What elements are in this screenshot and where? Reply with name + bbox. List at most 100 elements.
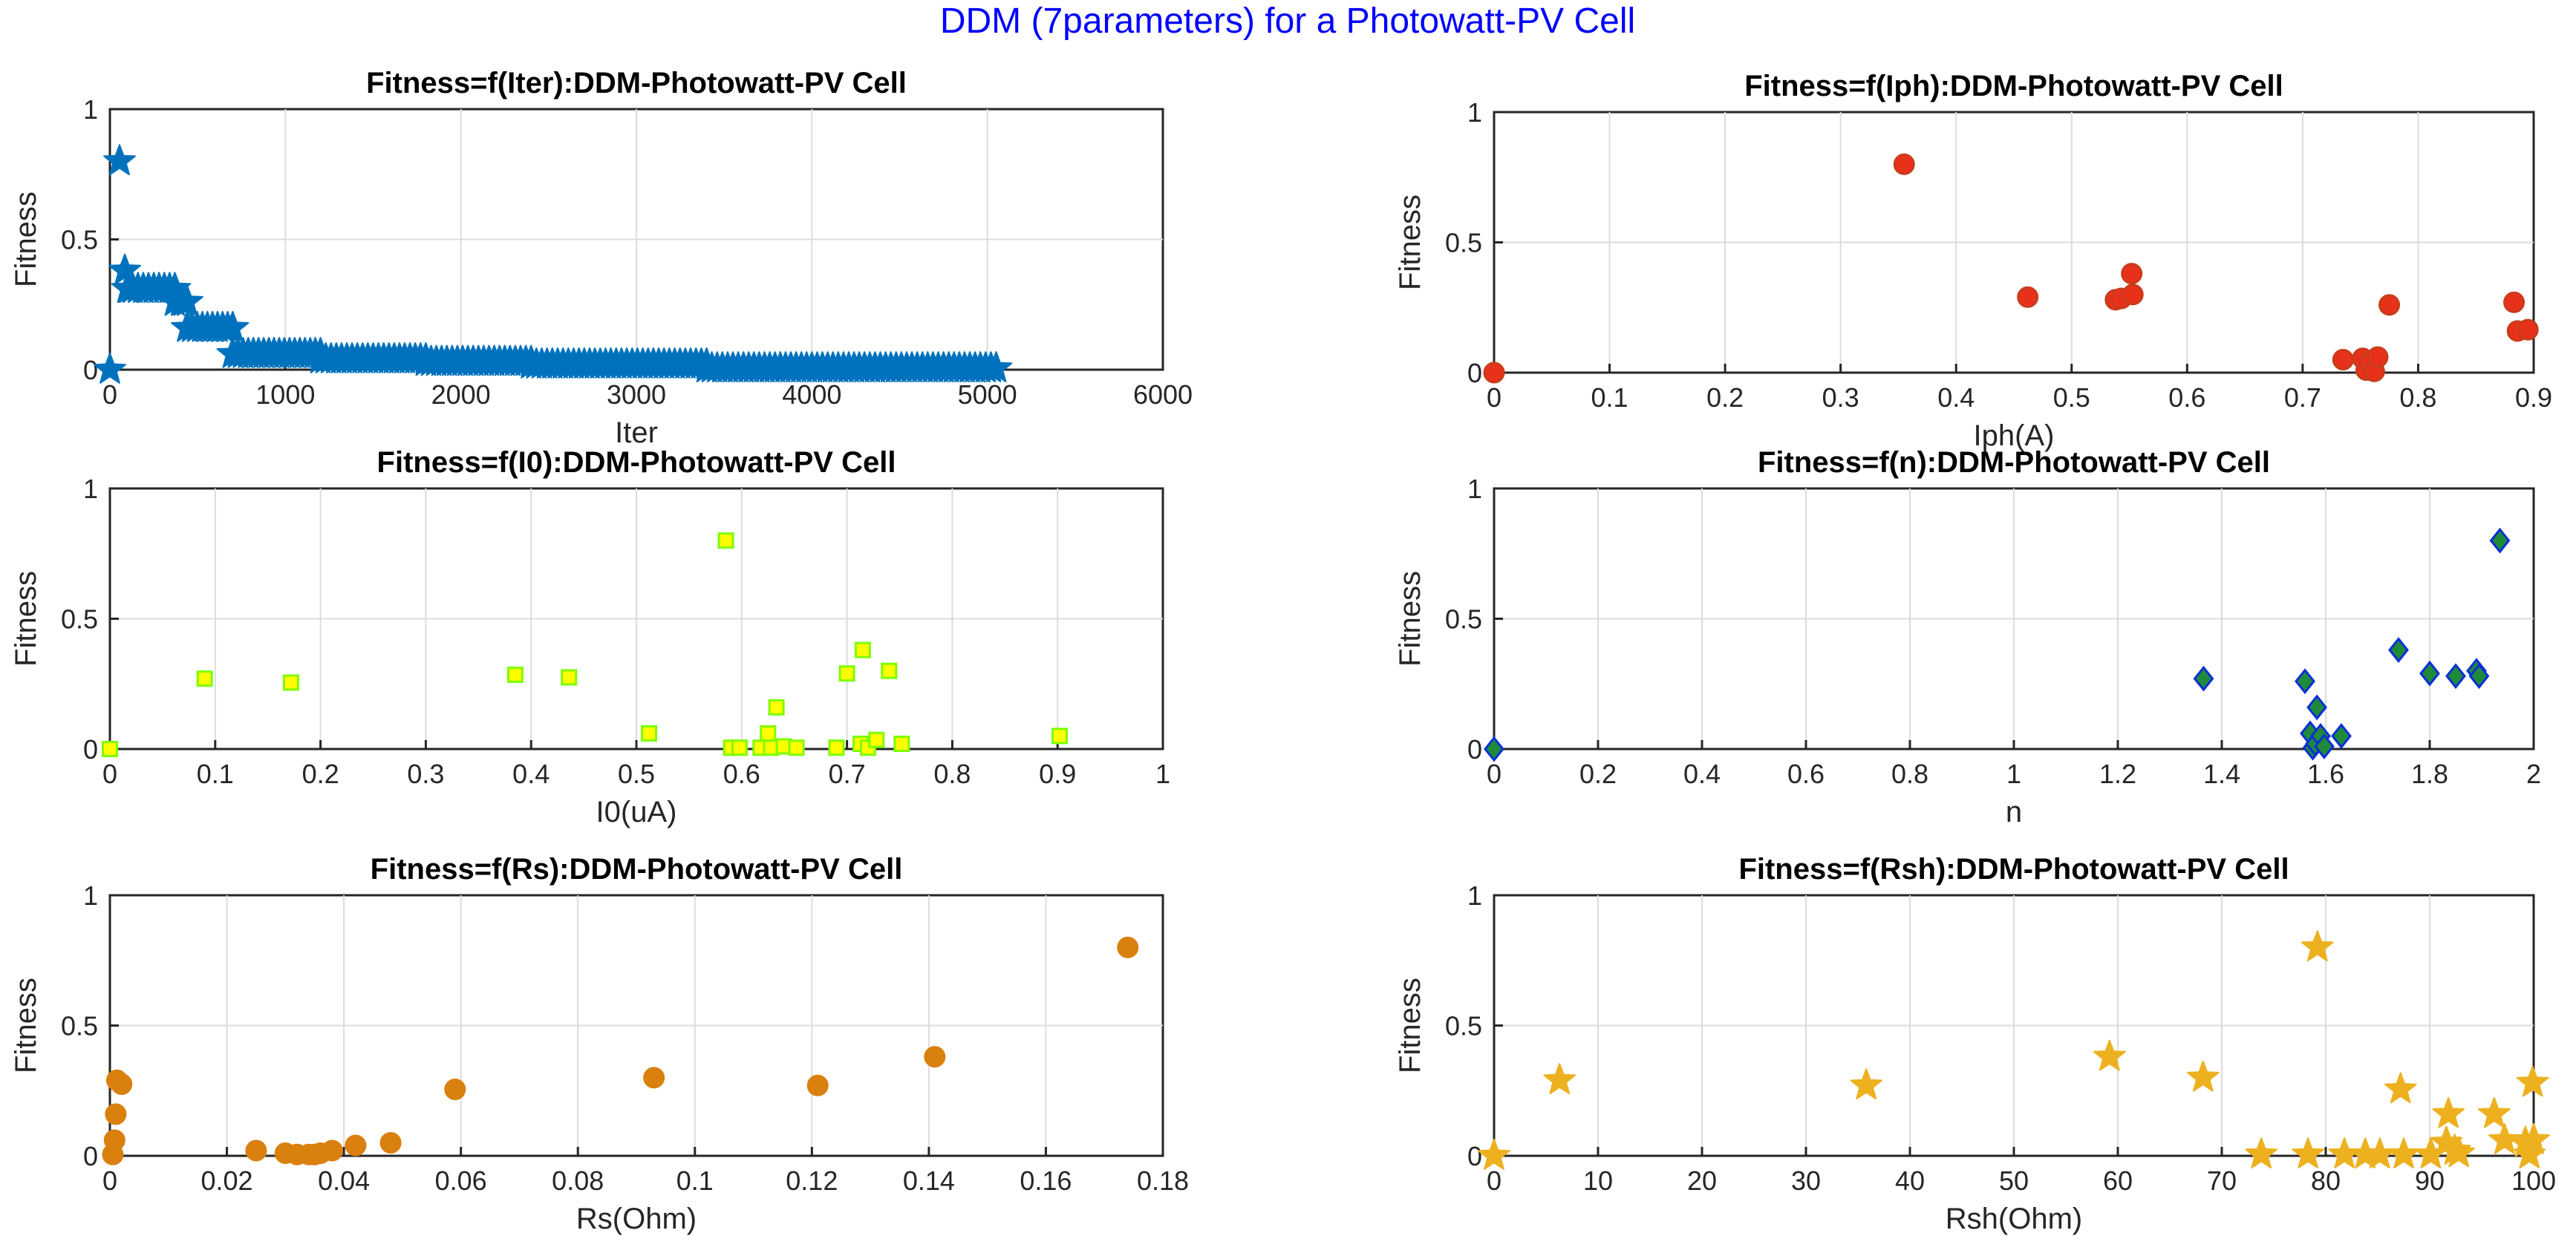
x-tick-label: 0.16 — [1020, 1165, 1072, 1196]
y-tick-label: 0 — [83, 1141, 98, 1171]
x-tick-label: 0.06 — [435, 1165, 487, 1196]
series-iter — [94, 144, 1013, 384]
y-tick-label: 0 — [83, 355, 98, 385]
rs-point — [321, 1139, 343, 1162]
subplot-i0: 0 0.1 0.2 0.3 0.4 0.5 0.6 0.7 0.8 0.9 1 0 0.5 1 Fitnes… — [10, 446, 1170, 828]
i0-point — [731, 739, 748, 756]
x-tick-label: 0.7 — [829, 759, 866, 789]
x-tick-label: 1 — [1155, 759, 1170, 789]
x-tick-label: 0 — [1487, 1165, 1501, 1196]
i0-point — [561, 669, 578, 686]
x-axis-label: I0(uA) — [596, 796, 677, 828]
series-i0 — [102, 532, 1069, 757]
rsh-point — [2432, 1096, 2465, 1128]
x-axis-label: Rsh(Ohm) — [1946, 1203, 2082, 1235]
x-tick-label: 0.4 — [1683, 759, 1721, 789]
y-axis-label: Fitness — [1394, 978, 1426, 1073]
rsh-point — [2516, 1065, 2549, 1097]
x-tick-label: 4000 — [782, 379, 841, 410]
subplot-rsh: 0 10 20 30 40 50 60 70 80 90 100 0 0.5 1 Fitness=f(Rsh… — [1394, 853, 2556, 1235]
x-tick-label: 0 — [102, 379, 117, 410]
x-axis-label: n — [2006, 796, 2022, 828]
figure-suptitle: DDM (7parameters) for a Photowatt-PV Cel… — [940, 1, 1635, 41]
n-point — [2419, 660, 2440, 687]
n-point — [2306, 694, 2328, 721]
x-tick-label: 0 — [1487, 382, 1501, 413]
x-tick-label: 60 — [2103, 1165, 2133, 1196]
x-tick-label: 0.5 — [2053, 382, 2090, 413]
x-tick-label: 1000 — [255, 379, 315, 410]
y-tick-label: 0.5 — [61, 1011, 98, 1041]
chart-title: Fitness=f(Iph):DDM-Photowatt-PV Cell — [1744, 70, 2283, 102]
x-tick-label: 0.12 — [786, 1165, 838, 1196]
n-point — [2295, 668, 2315, 695]
iph-point — [1483, 362, 1505, 384]
y-tick-label: 0.5 — [61, 604, 98, 635]
x-tick-label: 3000 — [607, 379, 666, 410]
y-tick-label: 1 — [83, 880, 98, 911]
x-tick-label: 0 — [102, 759, 117, 789]
iter-point — [216, 310, 250, 342]
iph-point — [2017, 286, 2039, 308]
x-tick-label: 0.8 — [1891, 759, 1928, 789]
x-tick-label: 0.04 — [318, 1165, 370, 1196]
iph-point — [2517, 318, 2539, 341]
x-tick-label: 80 — [2311, 1165, 2341, 1196]
rs-point — [806, 1074, 829, 1096]
chart-title: Fitness=f(Iter):DDM-Photowatt-PV Cell — [366, 67, 907, 99]
y-tick-label: 0.5 — [1445, 228, 1482, 258]
subplot-rs: 0 0.02 0.04 0.06 0.08 0.1 0.12 0.14 0.16 0.18 0 0.5… — [10, 853, 1189, 1235]
series-rs — [102, 936, 1139, 1165]
x-tick-label: 0.2 — [1579, 759, 1617, 789]
iter-point — [979, 351, 1013, 382]
x-tick-label: 0.1 — [1591, 382, 1628, 413]
subplot-n: 0 0.2 0.4 0.6 0.8 1 1.2 1.4 1.6 1.8 2 0 0.5 1 Fitness=… — [1394, 446, 2541, 828]
x-tick-label: 90 — [2415, 1165, 2445, 1196]
i0-point — [760, 725, 777, 742]
x-tick-label: 0.4 — [1937, 382, 1975, 413]
x-tick-label: 6000 — [1133, 379, 1193, 410]
x-tick-label: 0.18 — [1137, 1165, 1189, 1196]
x-tick-label: 0.6 — [2168, 382, 2205, 413]
n-point — [2331, 723, 2352, 749]
subplot-iter: 0 1000 2000 3000 4000 5000 6000 0 0.5 1 Fitness=f(… — [10, 67, 1193, 449]
i0-point — [868, 731, 885, 748]
iter-point — [113, 272, 146, 303]
rsh-point — [2442, 1136, 2476, 1168]
i0-point — [282, 674, 299, 691]
i0-point — [768, 699, 785, 716]
x-tick-label: 0.4 — [512, 759, 550, 789]
y-axis-label: Fitness — [10, 192, 42, 287]
x-tick-label: 1.8 — [2411, 759, 2448, 789]
series-n — [1484, 527, 2511, 762]
y-tick-label: 0.5 — [61, 225, 98, 255]
i0-point — [893, 735, 910, 752]
i0-point — [506, 666, 524, 683]
n-point — [2468, 663, 2490, 690]
rsh-point — [2245, 1137, 2278, 1168]
x-tick-label: 10 — [1583, 1165, 1613, 1196]
y-tick-label: 0 — [1467, 1141, 1482, 1171]
iph-point — [2503, 291, 2526, 313]
x-tick-label: 5000 — [958, 379, 1017, 410]
rsh-point — [2477, 1096, 2511, 1128]
x-tick-label: 40 — [1895, 1165, 1925, 1196]
x-tick-label: 0.6 — [1787, 759, 1825, 789]
x-tick-label: 30 — [1791, 1165, 1821, 1196]
n-point — [2193, 665, 2214, 692]
x-tick-label: 0.5 — [618, 759, 655, 789]
x-tick-label: 0.3 — [407, 759, 444, 789]
rsh-point — [2292, 1137, 2325, 1168]
rs-point — [245, 1139, 267, 1162]
rsh-point — [2517, 1122, 2550, 1154]
rsh-point — [2186, 1060, 2220, 1092]
rs-point — [345, 1134, 367, 1157]
x-tick-label: 0.14 — [903, 1165, 955, 1196]
n-point — [1484, 736, 1504, 762]
x-tick-label: 0.08 — [552, 1165, 604, 1196]
x-tick-label: 0.9 — [2515, 382, 2552, 413]
rsh-point — [1850, 1068, 1883, 1099]
x-axis-label: Rs(Ohm) — [576, 1203, 697, 1235]
y-tick-label: 1 — [1467, 880, 1482, 911]
